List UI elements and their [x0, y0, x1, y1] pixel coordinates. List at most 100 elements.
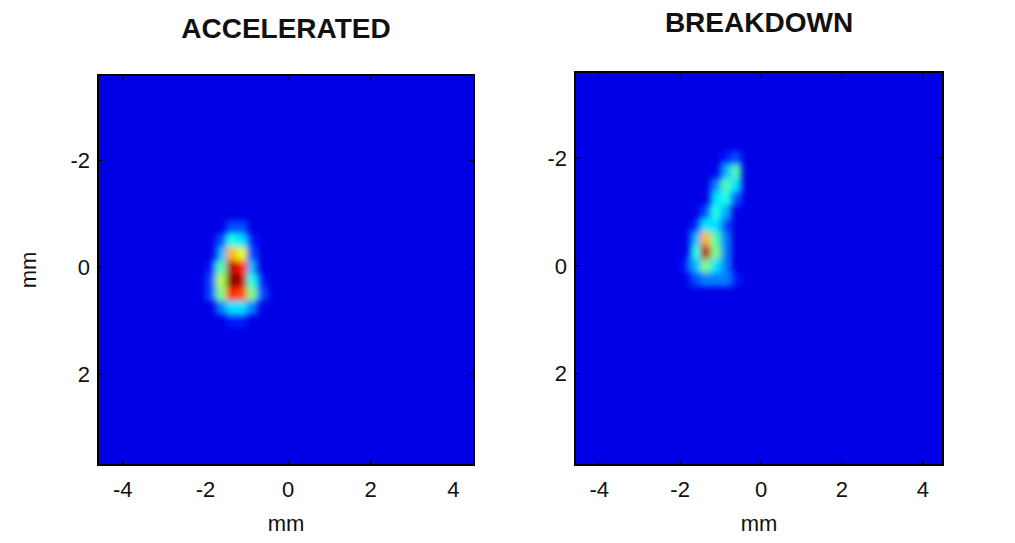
cell — [216, 261, 227, 275]
x-tick — [122, 460, 123, 465]
x-axis-title: mm — [268, 511, 305, 536]
y-tick — [938, 265, 943, 266]
title: ACCELERATED — [181, 13, 390, 44]
cell — [710, 273, 721, 287]
cell — [721, 273, 732, 287]
y-tick — [469, 374, 474, 375]
cell — [236, 301, 247, 315]
cell — [710, 246, 721, 260]
cell — [721, 246, 732, 260]
plot-area — [205, 221, 267, 328]
y-tick-label: 2 — [78, 362, 90, 387]
cell — [731, 273, 742, 287]
x-tick-label: 0 — [755, 477, 767, 502]
y-tick-label: -2 — [70, 148, 90, 173]
cell — [731, 165, 742, 179]
y-tick-label: 2 — [555, 361, 567, 386]
y-tick — [938, 158, 943, 159]
cell — [710, 259, 721, 273]
cell — [710, 192, 721, 206]
cell — [721, 192, 732, 206]
y-tick — [575, 373, 580, 374]
cell — [226, 247, 237, 261]
cell — [216, 274, 227, 288]
x-tick — [922, 460, 923, 465]
x-tick — [680, 72, 681, 77]
cell — [236, 234, 247, 248]
x-tick-label: 4 — [917, 477, 929, 502]
cell — [700, 273, 711, 287]
x-tick — [841, 460, 842, 465]
x-tick-label: 4 — [447, 477, 459, 502]
cell — [721, 205, 732, 219]
y-axis-title: mm — [16, 252, 41, 289]
cell — [236, 314, 247, 328]
cell — [721, 219, 732, 233]
x-tick — [288, 460, 289, 465]
cell — [226, 314, 237, 328]
cell — [690, 259, 701, 273]
y-tick-label: 0 — [555, 254, 567, 279]
cell — [710, 219, 721, 233]
y-tick-label: -2 — [547, 146, 567, 171]
x-tick — [841, 72, 842, 77]
x-tick — [761, 460, 762, 465]
cell — [216, 234, 227, 248]
cell — [247, 247, 258, 261]
y-tick — [575, 158, 580, 159]
y-tick — [575, 265, 580, 266]
x-tick — [205, 75, 206, 80]
cell — [226, 261, 237, 275]
x-axis-title: mm — [741, 511, 778, 536]
cell — [205, 261, 216, 275]
panel: -4-2024-202BREAKDOWNmm — [547, 7, 943, 536]
cell — [731, 151, 742, 165]
cell — [700, 219, 711, 233]
cell — [236, 274, 247, 288]
cell — [700, 259, 711, 273]
y-tick-label: 0 — [78, 255, 90, 280]
cell — [247, 234, 258, 248]
x-tick — [761, 72, 762, 77]
cell — [690, 219, 701, 233]
cell — [226, 234, 237, 248]
figure: -4-2024-202ACCELERATEDmmmm-4-2024-202BRE… — [0, 0, 1015, 543]
x-tick — [922, 72, 923, 77]
x-tick — [122, 75, 123, 80]
y-tick — [469, 160, 474, 161]
cell — [226, 274, 237, 288]
cell — [247, 287, 258, 301]
cell — [710, 178, 721, 192]
cell — [690, 246, 701, 260]
x-tick — [453, 75, 454, 80]
x-tick — [680, 460, 681, 465]
cell — [721, 232, 732, 246]
cell — [710, 205, 721, 219]
panel: -4-2024-202ACCELERATEDmmmm — [16, 13, 474, 536]
cell — [226, 301, 237, 315]
cell — [700, 246, 711, 260]
frame — [575, 72, 943, 465]
cell — [216, 247, 227, 261]
cell — [236, 221, 247, 235]
y-tick — [469, 267, 474, 268]
x-tick-label: -4 — [113, 477, 133, 502]
x-tick-label: -4 — [589, 477, 609, 502]
x-tick-label: 2 — [836, 477, 848, 502]
x-tick — [205, 460, 206, 465]
x-tick — [599, 460, 600, 465]
cell — [247, 274, 258, 288]
x-tick-label: -2 — [670, 477, 690, 502]
background-field — [575, 72, 943, 465]
x-tick — [599, 72, 600, 77]
y-tick — [98, 160, 103, 161]
cell — [247, 301, 258, 315]
cell — [710, 232, 721, 246]
y-tick — [98, 374, 103, 375]
cells — [205, 221, 267, 328]
x-tick-label: 2 — [365, 477, 377, 502]
x-tick-label: -2 — [196, 477, 216, 502]
cell — [680, 259, 691, 273]
cell — [247, 261, 258, 275]
cell — [236, 261, 247, 275]
